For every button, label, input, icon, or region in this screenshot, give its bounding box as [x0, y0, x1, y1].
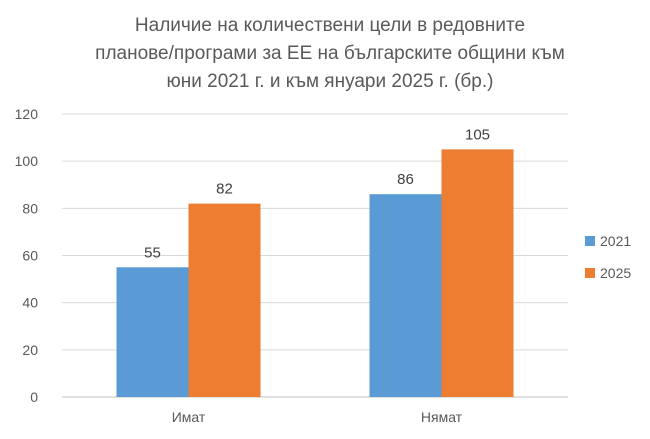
- bar-2021-1: [369, 194, 442, 397]
- data-labels: 55 82 86 105: [144, 126, 490, 261]
- y-tick-label: 60: [22, 248, 38, 264]
- x-category-label: Имат: [172, 409, 206, 425]
- chart-title-line-2: планове/програми за ЕЕ на българските об…: [95, 43, 565, 64]
- data-label-2025-1: 105: [465, 126, 490, 143]
- chart-title-line-1: Наличие на количествени цели в редовните: [134, 15, 526, 36]
- data-label-2025-0: 82: [216, 181, 233, 198]
- legend: 2021 2025: [585, 233, 631, 281]
- bar-2021-0: [116, 267, 189, 397]
- data-label-2021-1: 86: [397, 171, 414, 188]
- y-tick-label: 0: [30, 389, 38, 405]
- chart-title-line-3: юни 2021 г. и към януари 2025 г. (бр.): [166, 71, 494, 92]
- legend-swatch-2025: [585, 268, 595, 278]
- legend-swatch-2021: [585, 236, 595, 246]
- legend-label-2021: 2021: [600, 233, 631, 249]
- data-label-2021-0: 55: [144, 244, 161, 261]
- y-tick-label: 40: [22, 295, 38, 311]
- legend-label-2025: 2025: [600, 265, 631, 281]
- chart-title: Наличие на количествени цели в редовните…: [95, 12, 565, 96]
- x-axis-category-labels: Имат Нямат: [172, 409, 463, 425]
- y-tick-label: 120: [15, 106, 39, 122]
- y-tick-label: 80: [22, 200, 38, 216]
- y-tick-label: 100: [15, 153, 39, 169]
- bar-2025-1: [441, 149, 514, 397]
- y-tick-label: 20: [22, 342, 38, 358]
- bar-2025-0: [188, 203, 261, 397]
- bars: [116, 149, 514, 397]
- y-axis-tick-labels: 0 20 40 60 80 100 120: [15, 106, 39, 405]
- x-category-label: Нямат: [421, 409, 463, 425]
